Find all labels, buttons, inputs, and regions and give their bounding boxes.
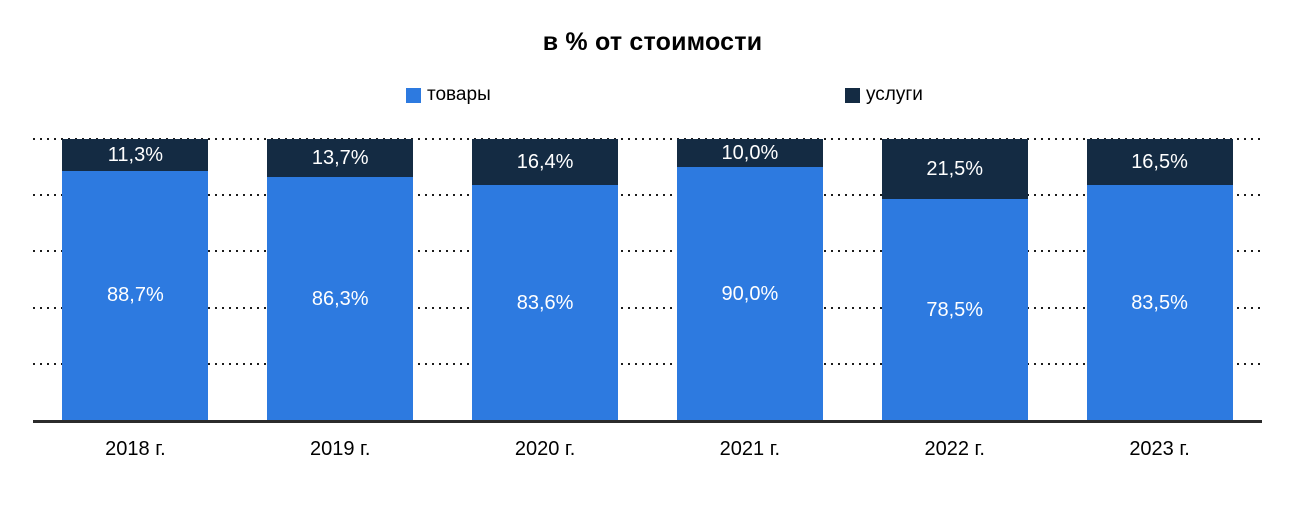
x-axis-label: 2020 г. [514, 438, 576, 460]
plot-area: 11,3% 88,7% 13,7% 86,3% 16,4% 83,6% 10,0% 90,0%… [33, 138, 1262, 420]
gridline [33, 306, 1262, 309]
goods-value-label: 83,5% [1131, 291, 1188, 314]
services-value-label: 11,3% [107, 143, 164, 166]
legend-item-services: услуги [845, 84, 923, 106]
bar-column: 13,7% 86,3% [238, 139, 443, 420]
x-axis-label: 2021 г. [719, 438, 781, 460]
goods-value-label: 86,3% [311, 287, 369, 310]
stacked-bar-2022: 21,5% 78,5% [881, 139, 1028, 420]
stacked-bar-2020: 16,4% 83,6% [472, 139, 619, 420]
legend-item-goods: товары [406, 84, 491, 106]
gridline [33, 194, 1262, 197]
bar-column: 16,5% 83,5% [1057, 139, 1262, 420]
goods-value-label: 88,7% [107, 284, 164, 307]
services-value-label: 10,0% [721, 142, 779, 165]
stacked-bar-2018: 11,3% 88,7% [62, 139, 209, 420]
gridline [33, 362, 1262, 365]
services-legend-swatch-icon [845, 87, 860, 103]
goods-segment: 90,0% [676, 167, 823, 420]
services-value-label: 16,4% [516, 151, 574, 174]
goods-legend-swatch-icon [406, 87, 421, 103]
x-axis-line [33, 420, 1262, 423]
services-segment: 16,5% [1086, 139, 1233, 186]
goods-value-label: 78,5% [926, 298, 984, 321]
services-segment: 13,7% [267, 139, 414, 178]
services-legend-label: услуги [866, 84, 923, 105]
gridline [33, 138, 1262, 140]
goods-value-label: 90,0% [721, 282, 779, 305]
stacked-bar-2021: 10,0% 90,0% [676, 139, 823, 420]
x-axis-label: 2018 г. [105, 438, 166, 460]
stacked-bar-2019: 13,7% 86,3% [267, 139, 414, 420]
goods-segment: 83,6% [472, 185, 619, 420]
bar-column: 21,5% 78,5% [852, 139, 1057, 420]
goods-legend-label: товары [427, 84, 491, 105]
x-axis-label: 2022 г. [924, 438, 985, 460]
chart-title: в % от стоимости [542, 28, 763, 56]
services-value-label: 13,7% [311, 147, 369, 170]
services-value-label: 16,5% [1131, 151, 1188, 174]
services-segment: 16,4% [472, 139, 619, 186]
x-axis-label: 2019 г. [310, 438, 371, 460]
goods-segment: 86,3% [267, 177, 414, 420]
x-axis-label: 2023 г. [1129, 438, 1190, 460]
goods-segment: 83,5% [1086, 185, 1233, 420]
services-segment: 11,3% [62, 139, 209, 171]
bar-column: 10,0% 90,0% [647, 139, 852, 420]
stacked-bar-2023: 16,5% 83,5% [1086, 139, 1233, 420]
bar-column: 16,4% 83,6% [443, 139, 648, 420]
x-axis-labels: 2018 г. 2019 г. 2020 г. 2021 г. 2022 г. 2023 … [33, 438, 1262, 461]
goods-value-label: 83,6% [516, 291, 574, 314]
gridline [33, 250, 1262, 253]
goods-segment: 88,7% [62, 170, 209, 420]
services-segment: 21,5% [881, 139, 1028, 200]
services-value-label: 21,5% [926, 158, 984, 181]
services-segment: 10,0% [676, 139, 823, 168]
bar-column: 11,3% 88,7% [33, 139, 238, 420]
bars-container: 11,3% 88,7% 13,7% 86,3% 16,4% 83,6% 10,0% 90,0%… [33, 139, 1262, 420]
goods-segment: 78,5% [881, 199, 1028, 420]
